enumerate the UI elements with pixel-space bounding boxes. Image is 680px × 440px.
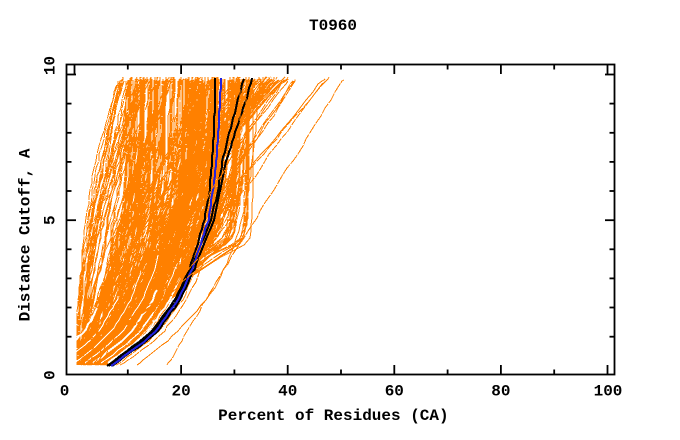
svg-text:10: 10 [42, 56, 60, 75]
svg-text:100: 100 [594, 383, 623, 401]
svg-text:Distance Cutoff, A: Distance Cutoff, A [17, 148, 35, 321]
svg-text:0: 0 [42, 370, 60, 380]
svg-text:0: 0 [60, 383, 70, 401]
svg-text:40: 40 [278, 383, 297, 401]
svg-text:Percent of Residues (CA): Percent of Residues (CA) [218, 407, 448, 425]
svg-text:60: 60 [385, 383, 404, 401]
svg-text:T0960: T0960 [309, 17, 357, 35]
svg-text:20: 20 [171, 383, 190, 401]
svg-text:5: 5 [42, 215, 60, 225]
svg-text:80: 80 [491, 383, 510, 401]
